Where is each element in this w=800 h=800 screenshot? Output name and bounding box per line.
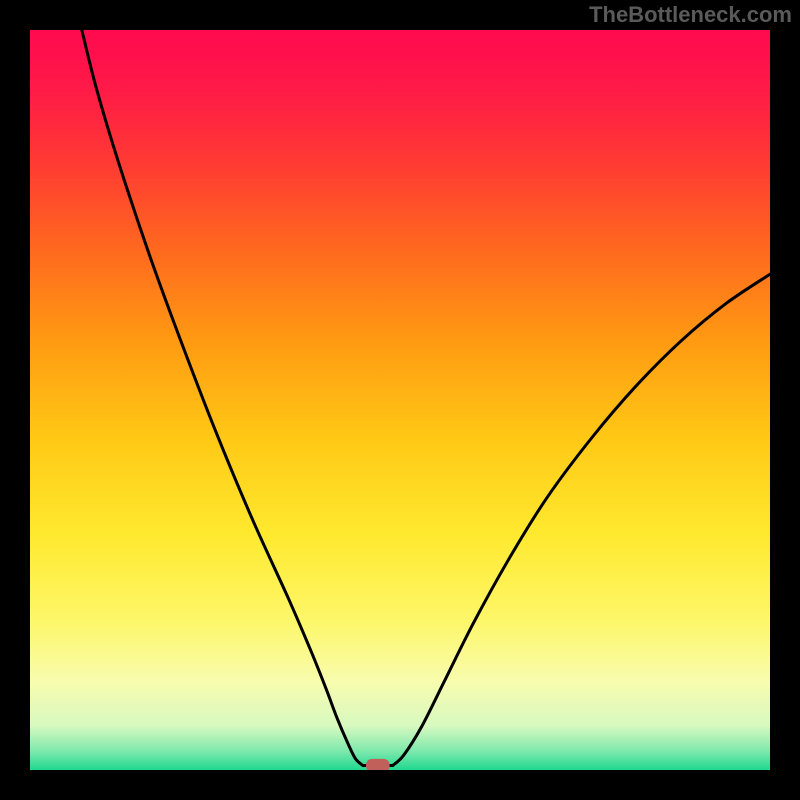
watermark-text: TheBottleneck.com (589, 2, 792, 28)
plot-area (30, 30, 770, 770)
gradient-background (30, 30, 770, 770)
chart-container: TheBottleneck.com (0, 0, 800, 800)
plot-svg (30, 30, 770, 770)
minimum-marker (366, 759, 390, 770)
